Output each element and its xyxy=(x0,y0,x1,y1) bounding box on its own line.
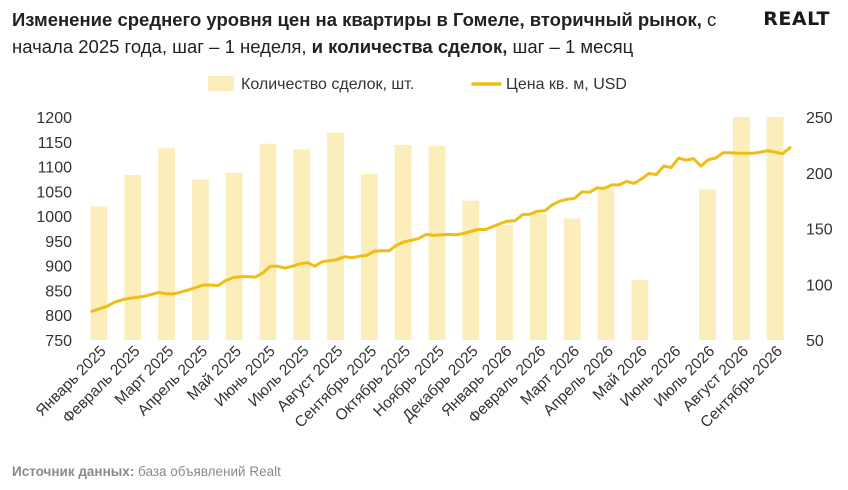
deals-bar xyxy=(225,172,243,340)
deals-bar xyxy=(496,225,514,340)
deals-bar xyxy=(327,132,345,340)
right-tick-label: 100 xyxy=(806,277,833,294)
left-tick-label: 900 xyxy=(45,259,72,276)
right-axis: 50 100 150 200 250 xyxy=(806,110,833,350)
deals-bar xyxy=(462,200,480,340)
left-tick-label: 800 xyxy=(45,308,72,325)
right-tick-label: 250 xyxy=(806,110,833,127)
source-note: Источник данных: база объявлений Realt xyxy=(12,464,281,479)
title-normal-part-2: шаг – 1 месяц xyxy=(507,36,634,57)
left-tick-label: 850 xyxy=(45,283,72,300)
deals-bar xyxy=(732,117,750,340)
deals-bar xyxy=(631,279,649,340)
legend-line-label: Цена кв. м, USD xyxy=(506,76,627,93)
price-line-series xyxy=(90,146,792,313)
left-tick-label: 750 xyxy=(45,333,72,350)
source-label: Источник данных: xyxy=(12,464,135,479)
title-normal-part-1: с начала 2025 года, шаг – 1 неделя, xyxy=(12,9,717,57)
deals-bar xyxy=(90,206,108,340)
left-tick-label: 1200 xyxy=(36,110,72,127)
deals-bar xyxy=(563,218,581,340)
right-tick-label: 150 xyxy=(806,222,833,239)
deals-bar xyxy=(259,143,277,340)
deals-bar xyxy=(766,117,784,340)
left-tick-label: 1150 xyxy=(38,135,73,152)
title-bold-part-2: и количества сделок, xyxy=(306,36,508,57)
bars-series xyxy=(90,117,784,340)
legend: Количество сделок, шт. Цена кв. м, USD xyxy=(208,76,627,93)
left-tick-label: 1050 xyxy=(36,184,72,201)
chart-title: Изменение среднего уровня цен на квартир… xyxy=(12,6,732,60)
deals-bar xyxy=(293,149,311,340)
source-text: база объявлений Realt xyxy=(134,464,281,479)
title-bold-part-1: Изменение среднего уровня цен на квартир… xyxy=(12,9,702,30)
deals-bar xyxy=(699,189,716,340)
left-tick-label: 1000 xyxy=(36,209,72,226)
right-tick-label: 50 xyxy=(806,333,824,350)
deals-bar xyxy=(158,148,175,340)
left-tick-label: 950 xyxy=(45,234,72,251)
left-tick-label: 1100 xyxy=(38,160,73,177)
right-tick-label: 200 xyxy=(806,166,833,183)
deals-bar xyxy=(191,179,209,340)
left-axis: 750 800 850 900 950 1000 1050 1100 1150 1200 xyxy=(36,110,72,350)
deals-bar xyxy=(529,214,547,340)
deals-bar xyxy=(428,145,446,340)
realt-logo: REALT xyxy=(763,8,830,30)
legend-bars-label: Количество сделок, шт. xyxy=(241,76,414,93)
deals-bar xyxy=(597,188,615,340)
legend-bars-swatch xyxy=(208,76,234,91)
deals-bar xyxy=(124,174,142,340)
price-line xyxy=(90,146,792,313)
deals-bar xyxy=(360,173,378,340)
